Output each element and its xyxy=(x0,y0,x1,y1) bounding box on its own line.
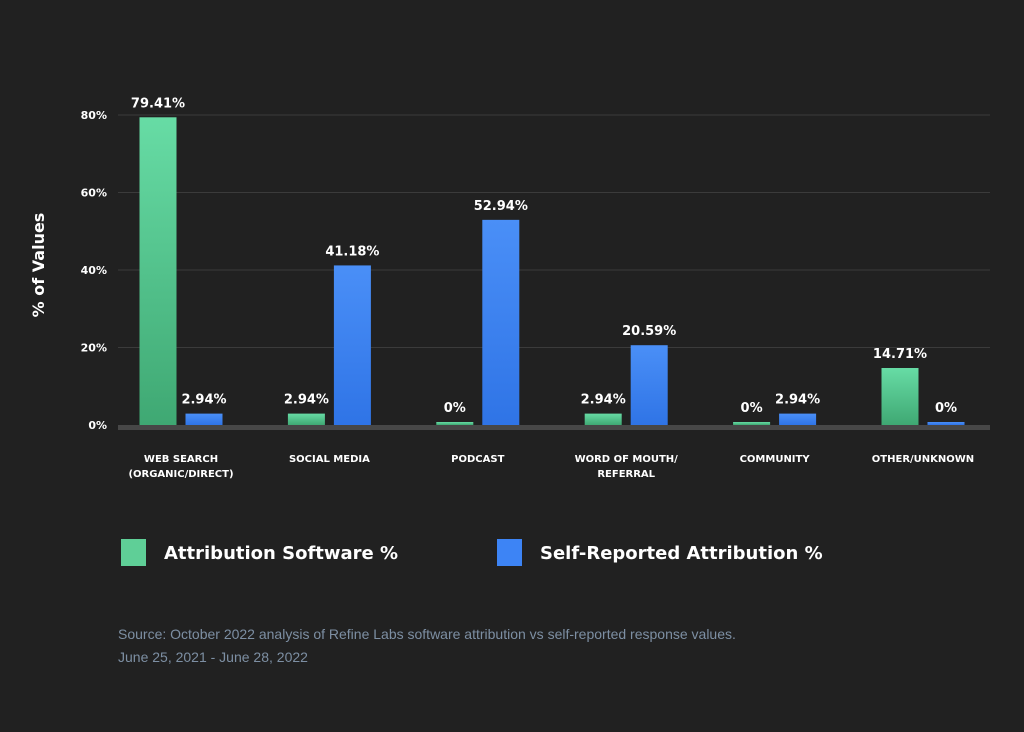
y-axis-ticks: 0% 20% 40% 60% 80% xyxy=(81,109,107,432)
data-labels: 79.41% 2.94% 0% 2.94% 0% 14.71% 2.94% 41.18% 52.… xyxy=(131,96,957,416)
source-line-2: June 25, 2021 - June 28, 2022 xyxy=(118,649,308,665)
bar-attribution-software xyxy=(287,413,325,425)
data-label-self-reported: 41.18% xyxy=(325,244,379,259)
legend-item-self-reported: Self-Reported Attribution % xyxy=(497,539,823,566)
bar-self-reported xyxy=(779,413,817,425)
bar-self-reported xyxy=(185,413,223,425)
data-label-attribution-software: 14.71% xyxy=(873,347,927,362)
bar-attribution-software xyxy=(881,367,919,425)
y-tick-label: 60% xyxy=(81,187,107,200)
source-line-1: Source: October 2022 analysis of Refine … xyxy=(118,626,736,642)
data-label-attribution-software: 0% xyxy=(741,401,763,416)
bar-attribution-software xyxy=(139,117,177,425)
y-tick-label: 40% xyxy=(81,264,107,277)
source-note: Source: October 2022 analysis of Refine … xyxy=(118,623,998,669)
data-label-self-reported: 52.94% xyxy=(474,199,528,214)
y-tick-label: 80% xyxy=(81,109,107,122)
x-category-label: (ORGANIC/DIRECT) xyxy=(128,469,233,480)
bar-self-reported xyxy=(333,265,371,425)
bar-self-reported xyxy=(482,219,520,425)
x-category-label: WORD OF MOUTH/ xyxy=(575,454,679,465)
x-category-label: COMMUNITY xyxy=(740,454,811,465)
data-label-attribution-software: 2.94% xyxy=(284,393,329,408)
legend-swatch-attribution-software xyxy=(121,539,146,566)
x-axis-category-labels: WEB SEARCH (ORGANIC/DIRECT) SOCIAL MEDIA PO… xyxy=(128,454,974,480)
x-category-label: OTHER/UNKNOWN xyxy=(872,454,974,465)
y-tick-label: 20% xyxy=(81,342,107,355)
data-label-attribution-software: 2.94% xyxy=(581,393,626,408)
x-axis-line xyxy=(118,425,990,430)
bar-attribution-software xyxy=(584,413,622,425)
legend: Attribution Software % Self-Reported Att… xyxy=(121,539,823,566)
x-category-label: REFERRAL xyxy=(597,469,655,480)
y-axis-title: % of Values xyxy=(29,213,48,318)
gridlines xyxy=(118,114,990,348)
data-label-self-reported: 0% xyxy=(935,401,957,416)
legend-label-attribution-software: Attribution Software % xyxy=(164,543,398,564)
x-category-label: WEB SEARCH xyxy=(144,454,218,465)
bars xyxy=(139,117,965,425)
data-label-self-reported: 20.59% xyxy=(622,324,676,339)
data-label-self-reported: 2.94% xyxy=(775,393,820,408)
data-label-attribution-software: 79.41% xyxy=(131,96,185,111)
bar-attribution-software xyxy=(733,422,771,425)
legend-label-self-reported: Self-Reported Attribution % xyxy=(540,543,823,564)
x-category-label: PODCAST xyxy=(451,454,504,465)
y-tick-label: 0% xyxy=(88,419,107,432)
legend-item-attribution-software: Attribution Software % xyxy=(121,539,398,566)
data-label-self-reported: 2.94% xyxy=(181,393,226,408)
legend-swatch-self-reported xyxy=(497,539,522,566)
x-category-label: SOCIAL MEDIA xyxy=(289,454,370,465)
data-label-attribution-software: 0% xyxy=(444,401,466,416)
bar-attribution-software xyxy=(436,422,474,425)
bar-self-reported xyxy=(630,345,668,425)
bar-self-reported xyxy=(927,422,965,425)
